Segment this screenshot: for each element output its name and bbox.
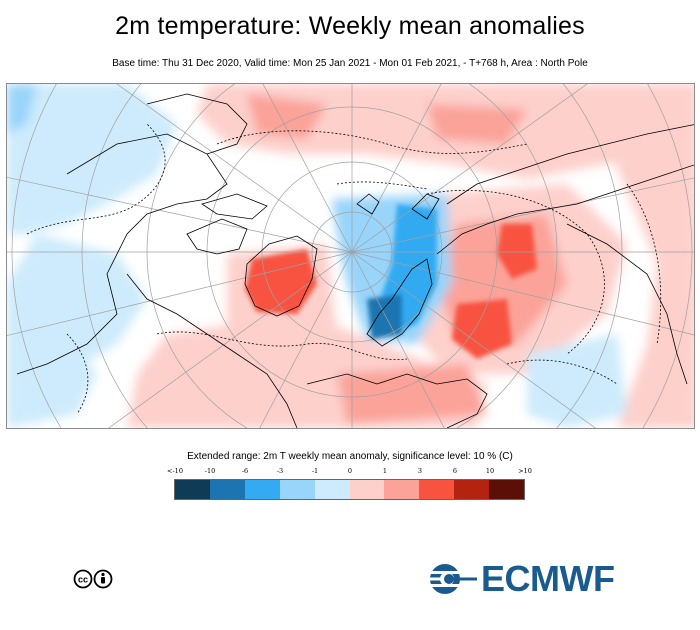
coast-alaska	[146, 93, 248, 155]
anomaly-cold-se	[527, 334, 627, 428]
coast-canada-arctic-2	[201, 193, 268, 220]
ecmwf-logo[interactable]: ECMWF	[429, 558, 629, 599]
legend-tick: 0	[347, 467, 353, 475]
coast-north-america	[16, 133, 228, 375]
anomaly-cold-edge	[7, 84, 37, 134]
coast-novaya-zemlya	[411, 193, 440, 220]
legend-tick: -1	[311, 467, 319, 475]
legend-color-swatch	[419, 480, 455, 499]
coast-hudson	[126, 273, 298, 428]
legend-color-swatch	[489, 480, 525, 499]
legend-tick-labels: <-10 -10 -6 -3 -1 0 1 3 6 10 >10	[160, 467, 540, 477]
coast-siberia	[436, 164, 694, 255]
anomaly-warm-north-3	[427, 104, 527, 144]
legend-color-swatch	[244, 480, 280, 499]
anomaly-warm-far-east	[607, 124, 694, 428]
ecmwf-emblem-icon	[429, 564, 477, 594]
coast-scandinavia	[366, 258, 433, 347]
ecmwf-logo-text: ECMWF	[481, 558, 615, 599]
anomaly-warm-north-2	[247, 94, 327, 139]
legend-tick: 10	[485, 467, 495, 475]
legend-tick: 6	[452, 467, 458, 475]
anomaly-shading	[7, 84, 694, 428]
svg-text:cc: cc	[78, 575, 88, 585]
coast-siberia-2	[446, 124, 694, 205]
coast-svalbard	[356, 193, 380, 215]
legend-tick: <-10	[167, 467, 183, 475]
anomaly-warm-south-2	[337, 364, 487, 424]
anomaly-hot-east	[497, 224, 537, 279]
map-canvas	[7, 84, 694, 428]
legend-color-swatch	[279, 480, 315, 499]
map-graticule	[7, 84, 694, 428]
legend-tick: -3	[276, 467, 284, 475]
legend-color-swatch	[314, 480, 350, 499]
legend-tick: 1	[382, 467, 388, 475]
anomaly-cold-core-2	[367, 294, 402, 339]
legend-color-swatch	[384, 480, 420, 499]
coast-canada-arctic	[186, 218, 248, 255]
map-coastlines	[16, 93, 694, 428]
legend-color-swatch	[349, 480, 385, 499]
coast-europe	[306, 373, 488, 428]
anomaly-hot-se	[452, 299, 512, 359]
significance-contours	[26, 123, 662, 415]
page-title: 2m temperature: Weekly mean anomalies	[115, 12, 585, 40]
legend-tick: -6	[241, 467, 249, 475]
legend-tick: >10	[518, 467, 532, 475]
legend-color-swatch	[454, 480, 490, 499]
creative-commons-by-icon[interactable]: cc	[73, 569, 115, 589]
legend-tick: -10	[204, 467, 216, 475]
legend-color-bar	[174, 479, 525, 500]
page-subtitle: Base time: Thu 31 Dec 2020, Valid time: …	[112, 58, 588, 69]
coast-far-east	[566, 223, 688, 385]
legend-title: Extended range: 2m T weekly mean anomaly…	[187, 451, 513, 462]
coast-greenland	[244, 235, 318, 317]
legend-color-swatch	[175, 480, 210, 499]
legend-color-swatch	[209, 480, 245, 499]
legend-tick: 3	[417, 467, 423, 475]
anomaly-map[interactable]	[6, 83, 695, 429]
anomaly-cold-sw	[7, 334, 97, 428]
